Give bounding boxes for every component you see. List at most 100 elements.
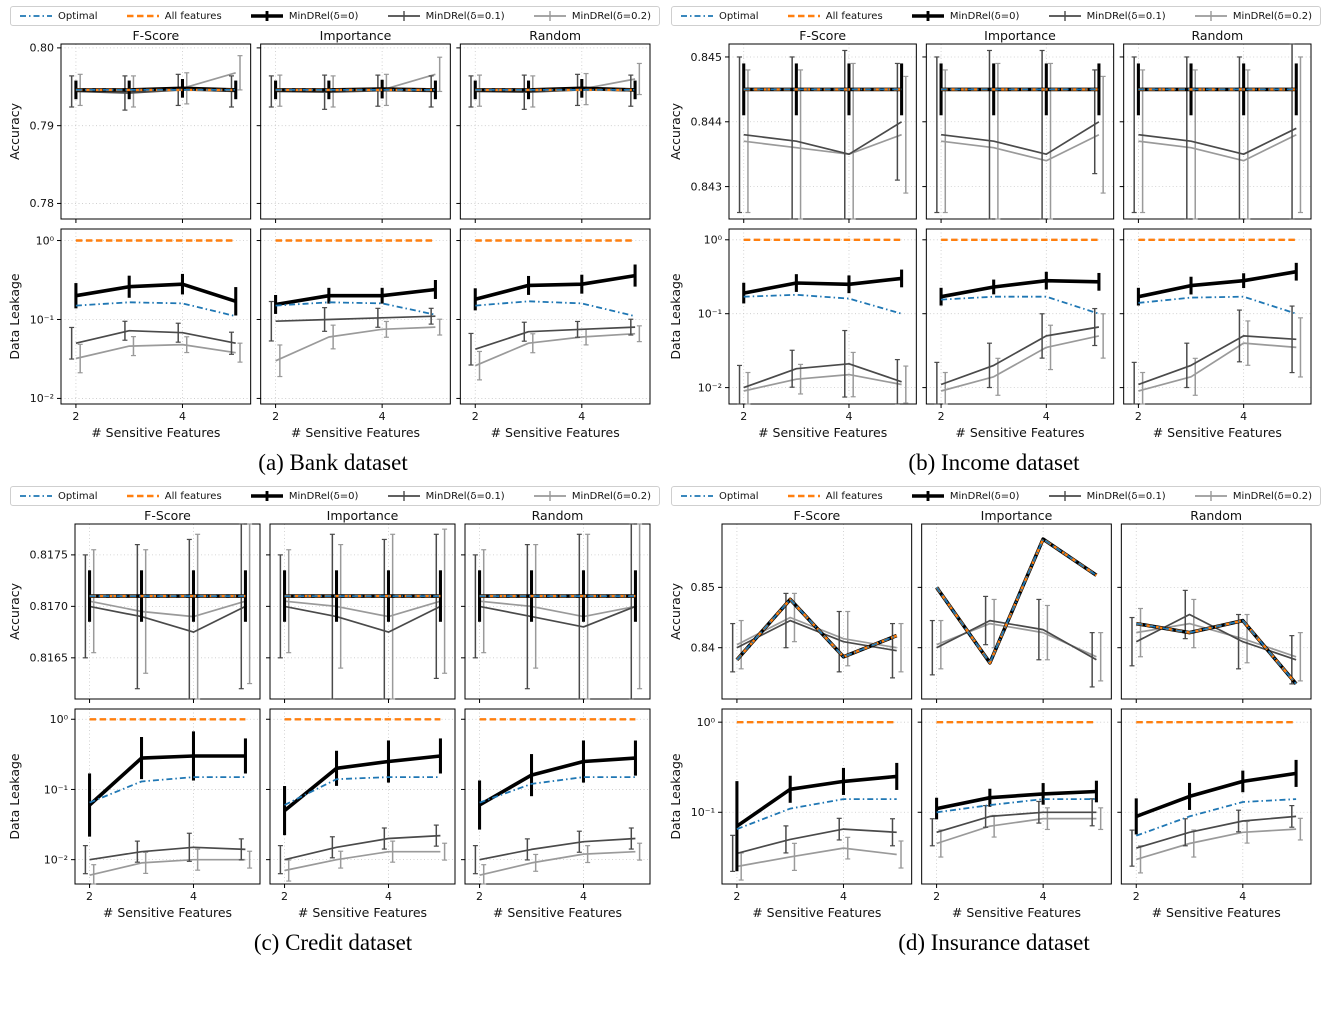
axes-frame [269,708,456,885]
series-line-optimal [75,301,236,318]
series-line-d02 [743,373,902,392]
series-line-d02 [736,847,897,868]
y-tick-label: 10⁻² [44,853,68,866]
subplot-title: F-Score [132,30,179,43]
legend-label-d02: MinDRel(δ=0.2) [571,10,651,22]
legend-line-sample-all [126,14,159,18]
legend-item-d0: MinDRel(δ=0) [911,489,1019,503]
panel-svg-a: 0.78 0.79 0.80 F-Score Importance Random Accur… [7,28,651,440]
axes-frame [1123,43,1312,220]
x-axis-label: # Sensitive Features [955,425,1084,440]
legend-income: Optimal All features MinDRel(δ=0) MinDRel(δ… [671,6,1321,26]
y-tick-label: 10⁻¹ [30,313,54,326]
y-tick-label: 0.79 [30,119,55,132]
y-tick-label: 0.84 [691,642,716,655]
y-tick-label: 0.85 [691,581,716,594]
legend-label-all: All features [164,10,222,22]
series-line-optimal [736,798,897,830]
series-line-d01 [940,121,1100,156]
legend-item-d0: MinDRel(δ=0) [250,9,358,23]
subplot-title: Importance [327,510,399,523]
x-axis-label: # Sensitive Features [91,425,220,440]
x-tick-label: 2 [72,410,79,423]
axes-frame [464,708,651,885]
series-line-d02 [275,326,436,362]
legend-line-sample-d0 [250,11,283,21]
axes-frame [260,228,451,405]
legend-line-sample-all [787,494,820,498]
series-line-d02 [89,600,246,618]
caption-insurance: (d) Insurance dataset [898,930,1090,955]
legend-item-d02: MinDRel(δ=0.2) [1194,489,1312,503]
series-line-d0 [1135,771,1297,819]
series-line-d0 [478,756,636,807]
series-line-d01 [284,834,441,861]
series-line-d01 [1138,335,1297,386]
legend-label-d01: MinDRel(δ=0.1) [425,10,505,22]
panel-bank: Optimal All features MinDRel(δ=0) MinDRel(δ… [0,6,661,476]
series-line-optimal [1138,295,1297,315]
series-line-optimal [284,776,441,806]
legend-label-optimal: Optimal [719,490,759,502]
legend-label-all: All features [164,490,222,502]
legend-label-d01: MinDRel(δ=0.1) [1086,10,1166,22]
legend-line-sample-d0 [911,11,944,21]
series-line-d02 [1138,133,1297,162]
x-axis-label: # Sensitive Features [1152,905,1281,920]
axes-frame [925,43,1115,220]
x-axis-label: # Sensitive Features [758,425,887,440]
series-line-d02 [284,850,441,872]
legend-label-all: All features [825,10,883,22]
y-axis-label: Accuracy [669,102,683,160]
axes-frame [74,523,261,700]
x-axis-label: # Sensitive Features [952,905,1081,920]
legend-label-d0: MinDRel(δ=0) [288,490,359,502]
series-line-d0 [940,278,1099,299]
legend-line-sample-d01 [1048,11,1081,21]
x-axis-label: # Sensitive Features [103,905,232,920]
series-line-d02 [936,622,1097,658]
caption-bank: (a) Bank dataset [258,450,408,475]
y-tick-label: 10⁰ [697,716,716,729]
legend-item-optimal: Optimal [680,489,759,503]
series-line-optimal [475,300,636,318]
x-tick-label: 4 [1040,890,1047,903]
x-axis-label: # Sensitive Features [752,905,881,920]
legend-item-optimal: Optimal [680,9,759,23]
y-axis-label: Accuracy [8,582,22,640]
x-axis-label: # Sensitive Features [291,425,420,440]
series-line-optimal [1135,798,1297,837]
legend-item-optimal: Optimal [19,489,98,503]
axes-frame [459,43,651,220]
legend-item-d0: MinDRel(δ=0) [911,9,1019,23]
y-tick-label: 0.845 [691,51,723,64]
x-axis-label: # Sensitive Features [298,905,427,920]
legend-line-sample-d01 [387,491,420,501]
x-tick-label: 4 [578,410,585,423]
legend-label-d01: MinDRel(δ=0.1) [425,490,505,502]
series-line-d01 [1138,127,1297,156]
series-line-d0 [283,754,441,812]
series-line-d02 [284,600,441,618]
x-tick-label: 4 [845,410,852,423]
y-axis-label: Data Leakage [669,753,683,840]
x-tick-label: 2 [281,890,288,903]
legend-item-d01: MinDRel(δ=0.1) [387,9,505,23]
income-chart: 0.843 0.844 0.845 F-Score Importance Random Ac… [668,28,1319,442]
series-line-d02 [940,133,1100,162]
x-axis-label: # Sensitive Features [1153,425,1282,440]
axes-frame [721,708,913,885]
y-tick-label: 10⁻¹ [698,308,722,321]
axes-frame [269,523,456,700]
panel-svg-d: 0.84 0.85 F-Score Importance Random Accuracy 1… [668,508,1312,920]
series-line-d01 [743,121,903,156]
series-line-d01 [936,811,1097,834]
series-line-d0 [1138,269,1297,299]
series-line-d01 [479,837,636,861]
series-line-d01 [479,605,636,628]
y-tick-label: 0.8175 [30,549,69,562]
insurance-chart: 0.84 0.85 F-Score Importance Random Accuracy 1… [668,508,1319,922]
legend-insurance: Optimal All features MinDRel(δ=0) MinDRel(δ… [671,486,1321,506]
series-line-d01 [284,605,441,633]
series-line-optimal [743,293,902,315]
